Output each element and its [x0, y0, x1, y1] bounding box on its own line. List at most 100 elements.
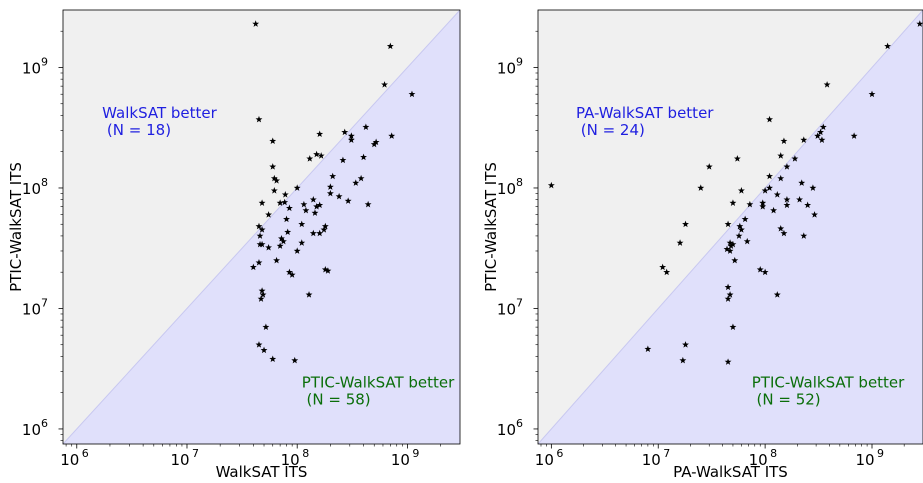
panel-1-data-point: [313, 203, 321, 210]
panel-1-data-point: [326, 183, 334, 190]
panel-1-data-point: [270, 187, 278, 194]
panel-1-data-point: [408, 90, 416, 98]
panel-1-data-point: [256, 232, 264, 239]
panel-2-data-point: [726, 291, 734, 298]
panel-2-x-tick-label: 10: [749, 451, 768, 469]
panel-2-data-point: [733, 155, 741, 162]
panel-2-x-tick-exponent: 9: [877, 447, 884, 460]
panel-1-data-point: [352, 179, 360, 186]
panel-1-data-point: [321, 222, 329, 230]
panel-1-data-point: [281, 198, 289, 206]
panel-1-data-point: [309, 229, 317, 237]
panel-2-data-point: [746, 200, 754, 208]
panel-2-data-point: [724, 283, 732, 291]
panel-1-data-point: [360, 153, 367, 161]
panel-2-data-point: [770, 206, 778, 214]
panel-1-data-point: [386, 42, 394, 50]
panel-1-data-point: [381, 81, 388, 88]
panel-2-y-tick-label: 10: [497, 180, 516, 198]
panel-2-data-point: [783, 196, 791, 203]
panel-2-data-point: [823, 81, 831, 88]
panel-1-data-point: [321, 266, 329, 273]
panel-2-data-point: [777, 174, 785, 182]
panel-1-data-point: [269, 137, 277, 144]
panel-2-data-point: [705, 163, 713, 170]
panel-1-data-point: [281, 191, 289, 198]
panel-2-x-axis-label: PA-WalkSAT ITS: [673, 463, 788, 481]
panel-1-data-point: [341, 128, 349, 136]
panel-1-data-point: [362, 123, 370, 131]
panel-1-data-point: [324, 267, 332, 274]
panel-1-y-tick-exponent: 6: [41, 417, 48, 430]
panel-1-y-tick-label: 10: [22, 180, 41, 198]
panel-1-data-point: [284, 228, 292, 236]
panel-1-data-point: [259, 291, 267, 298]
panel-1-annotation-1-line: WalkSAT better: [102, 104, 217, 122]
panel-1-data-point: [364, 200, 372, 208]
panel-2-data-point: [737, 187, 745, 194]
panel-1-data-point: [320, 226, 328, 233]
panel-2-data-point: [817, 128, 824, 136]
panel-1-x-tick-label: 10: [60, 451, 79, 469]
panel-1-data-point: [306, 155, 314, 162]
panel-1-x-axis-label: WalkSAT ITS: [216, 463, 308, 481]
panel-1-data-point: [326, 189, 334, 197]
panel-1-minor-ticks: [60, 30, 441, 447]
panel-1-data-point: [265, 244, 273, 251]
panel-2-data-point: [800, 232, 808, 239]
panel-1-data-point: [313, 150, 321, 158]
panel-1-y-tick-exponent: 8: [41, 176, 48, 189]
panel-2-data-point: [780, 137, 788, 144]
panel-1-data-point: [276, 199, 284, 206]
panel-2-data-point: [726, 247, 734, 254]
panel-1-data-point: [370, 140, 378, 148]
panel-2-data-point: [736, 222, 744, 230]
panel-1-data-point: [339, 156, 347, 164]
panel-2-data-point: [729, 199, 737, 206]
panel-1-data-point: [255, 341, 263, 348]
panel-2-y-tick-label: 10: [497, 59, 516, 77]
panel-2-data-point: [663, 268, 671, 276]
panel-1-data-point: [283, 215, 290, 223]
panel-2-data-point: [761, 187, 769, 194]
panel-2-x-tick-label: 10: [535, 451, 554, 469]
panel-1-data-point: [388, 132, 396, 139]
panel-1-data-point: [280, 237, 287, 245]
panel-1-x-tick-exponent: 8: [302, 447, 309, 460]
panel-1-points: [249, 20, 416, 364]
panel-2-data-point: [783, 163, 791, 170]
panel-2-data-point: [773, 191, 781, 198]
panel-2-minor-ticks: [535, 30, 905, 447]
panel-1-x-tick-exponent: 7: [192, 447, 199, 460]
panel-1-data-point: [265, 211, 273, 218]
panel-2-data-point: [731, 256, 739, 264]
panel-1-plot-frame: [62, 9, 461, 445]
panel-2-data-point: [659, 263, 667, 271]
panel-1-data-point: [298, 220, 306, 228]
panel-1-y-tick-label: 10: [22, 59, 41, 77]
panel-2-data-point: [547, 181, 555, 189]
panel-1-data-point: [257, 295, 265, 302]
panel-2-data-point: [814, 132, 822, 139]
panel-1-data-point: [270, 174, 278, 182]
panel-1-data-point: [293, 247, 301, 254]
panel-2-y-tick-exponent: 9: [516, 55, 523, 68]
panel-1-data-point: [309, 196, 317, 203]
panel-2-data-point: [916, 20, 923, 27]
panel-1-data-point: [316, 229, 324, 237]
panel-2-annotation-2-line: (N = 52): [752, 391, 821, 409]
panel-2-data-point: [741, 215, 749, 223]
panel-2-data-point: [791, 155, 799, 162]
panel-2-data-point: [697, 184, 705, 191]
panel-2-annotation-1: PA-WalkSAT better (N = 24): [576, 104, 714, 139]
panel-2-x-tick-label: 10: [642, 451, 661, 469]
panel-2-annotation-1-line: (N = 24): [576, 121, 645, 139]
panel-1-data-point: [258, 287, 266, 294]
panel-1-diagonal-line: [63, 10, 460, 444]
panel-1-data-point: [344, 197, 352, 204]
panel-2-y-tick-label: 10: [497, 421, 516, 439]
panel-2-data-point: [756, 266, 764, 273]
panel-2-annotation-2-line: PTIC-WalkSAT better: [752, 374, 905, 392]
panel-2-data-point: [729, 323, 737, 331]
panel-2-data-point: [804, 201, 812, 209]
